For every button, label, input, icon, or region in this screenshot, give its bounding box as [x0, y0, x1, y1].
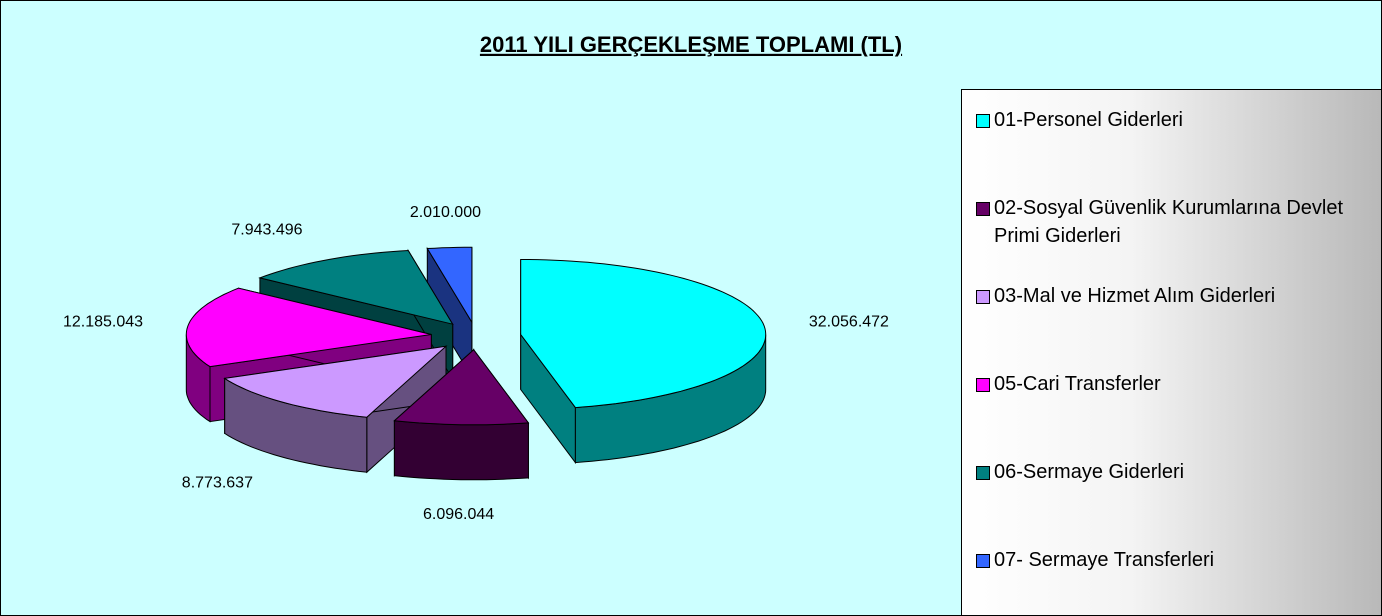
data-label: 2.010.000 [410, 204, 481, 221]
slice [520, 259, 767, 465]
slice-top [223, 345, 448, 418]
data-label: 6.096.044 [423, 506, 494, 523]
slice-top [185, 287, 432, 368]
slice-top [393, 349, 530, 426]
legend-swatch [976, 290, 990, 304]
slice [223, 345, 448, 474]
legend-label: 06-Sermaye Giderleri [994, 461, 1185, 483]
legend-item: 07- Sermaye Transferleri [976, 546, 1376, 574]
legend-item: 01-Personel Giderleri [976, 106, 1376, 134]
data-label: 7.943.496 [231, 221, 302, 238]
chart-title: 2011 YILI GERÇEKLEŞME TOPLAMI (TL) [480, 32, 902, 57]
slice-top [258, 249, 454, 325]
slice-top [426, 246, 473, 325]
legend-item: 06-Sermaye Giderleri [976, 458, 1376, 486]
data-label: 8.773.637 [182, 475, 253, 492]
slice [393, 348, 530, 481]
legend-item: 02-Sosyal Güvenlik Kurumlarına Devlet Pr… [976, 194, 1376, 250]
slice-side [393, 420, 529, 481]
data-label: 32.056.472 [809, 313, 889, 330]
legend-item: 03-Mal ve Hizmet Alım Giderleri [976, 282, 1376, 310]
legend-swatch [976, 466, 990, 480]
legend-label: 07- Sermaye Transferleri [994, 549, 1215, 571]
legend-swatch [976, 202, 990, 216]
slice-top [520, 259, 767, 409]
legend-swatch [976, 114, 990, 128]
legend-label: 03-Mal ve Hizmet Alım Giderleri [994, 285, 1276, 307]
legend-label: 05-Cari Transferler [994, 373, 1161, 395]
legend-swatch [976, 378, 990, 392]
legend-label: 01-Personel Giderleri [994, 109, 1183, 131]
legend-label: 02-Sosyal Güvenlik Kurumlarına Devlet Pr… [994, 197, 1344, 247]
legend-item: 05-Cari Transferler [976, 370, 1376, 398]
data-label: 12.185.043 [63, 314, 143, 331]
legend: 01-Personel Giderleri 02-Sosyal Güvenlik … [961, 89, 1381, 615]
legend-swatch [976, 554, 990, 568]
